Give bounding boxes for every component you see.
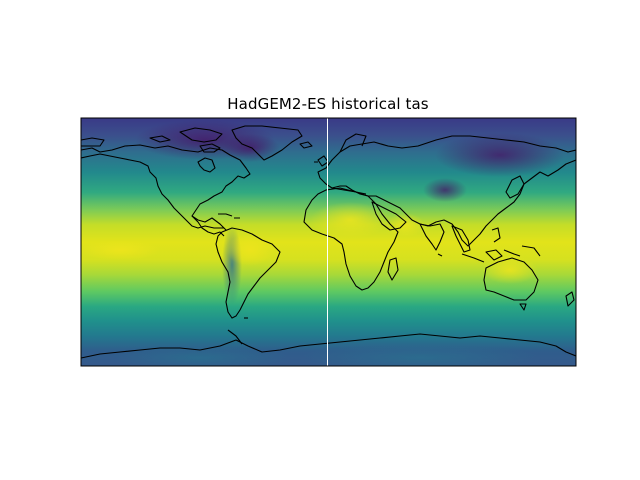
coast-india <box>419 223 445 251</box>
coastlines <box>81 125 576 359</box>
coast-madagascar <box>387 257 399 281</box>
temperature-field <box>81 118 576 366</box>
coast-alaska <box>81 137 105 147</box>
coast-antarctic-peninsula <box>227 329 243 345</box>
coast-africa <box>303 187 399 291</box>
coast-philippines <box>491 227 501 243</box>
coast-arabia <box>371 201 407 231</box>
coast-greenland <box>231 125 303 161</box>
map-frame <box>80 117 577 367</box>
coast-japan <box>505 175 525 199</box>
coast-hudson-bay <box>197 157 216 173</box>
coast-south-america <box>215 227 281 319</box>
coast-tasmania <box>519 303 527 311</box>
coast-indochina <box>451 225 471 253</box>
coast-central-america <box>191 215 225 237</box>
coast-australia <box>483 257 539 301</box>
coast-caribbean <box>218 213 240 219</box>
coast-antarctica <box>81 333 576 359</box>
plot-title: HadGEM2-ES historical tas <box>227 95 429 113</box>
coast-new-zealand <box>565 291 575 307</box>
coast-eurasia <box>317 135 576 247</box>
coast-iceland <box>299 141 313 149</box>
coast-indonesia <box>461 245 541 263</box>
coast-scandinavia <box>339 133 367 153</box>
coast-sri-lanka <box>437 253 443 257</box>
coast-north-america <box>81 144 251 231</box>
coast-arctic-islands <box>149 127 223 153</box>
